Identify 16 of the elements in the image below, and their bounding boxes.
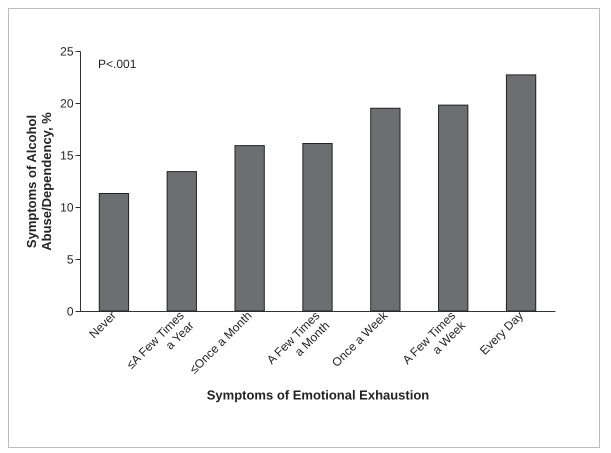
bar xyxy=(370,108,401,312)
y-tick-label: 25 xyxy=(60,44,74,58)
bar xyxy=(302,143,333,312)
y-tick-label: 20 xyxy=(60,96,74,110)
y-tick-label: 0 xyxy=(66,304,74,318)
bar xyxy=(506,74,536,312)
y-tick-label: 15 xyxy=(60,148,74,162)
bar xyxy=(98,192,130,312)
y-tick-label: 5 xyxy=(66,252,74,266)
bar xyxy=(438,104,468,312)
bar xyxy=(234,145,265,312)
y-tick-label: 10 xyxy=(60,200,74,214)
bar xyxy=(166,171,197,312)
annotation: P<.001 xyxy=(98,57,137,71)
y-axis-title: Symptoms of Alcohol Abuse/Dependency, % xyxy=(24,112,54,251)
x-axis-title: Symptoms of Emotional Exhaustion xyxy=(206,387,430,402)
